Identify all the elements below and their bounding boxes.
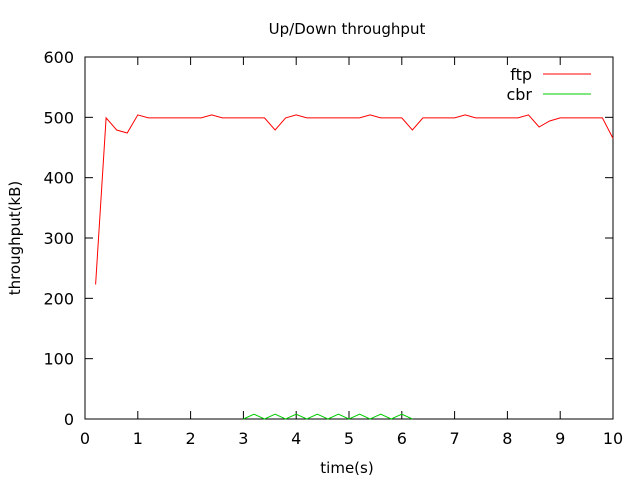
chart-title: Up/Down throughput: [269, 20, 426, 38]
series-line-cbr: [243, 413, 413, 420]
data-series: [95, 114, 614, 420]
x-tick-label: 10: [603, 429, 623, 448]
x-tick-label: 3: [238, 429, 248, 448]
x-tick-label: 5: [344, 429, 354, 448]
y-axis-label: throughput(kB): [6, 181, 24, 296]
y-tick-label: 300: [43, 229, 74, 248]
x-tick-label: 0: [80, 429, 90, 448]
x-tick-label: 6: [397, 429, 407, 448]
y-tick-label: 600: [43, 48, 74, 67]
y-tick-label: 500: [43, 108, 74, 127]
plot-frame: [84, 56, 614, 420]
series-line-ftp: [95, 114, 614, 285]
legend-label-ftp: ftp: [510, 65, 532, 84]
x-tick-label: 1: [133, 429, 143, 448]
legend-label-cbr: cbr: [506, 85, 532, 104]
x-axis-label: time(s): [320, 459, 373, 477]
y-tick-label: 400: [43, 169, 74, 188]
x-tick-label: 9: [555, 429, 565, 448]
x-tick-label: 4: [291, 429, 301, 448]
y-tick-label: 200: [43, 289, 74, 308]
x-tick-label: 7: [450, 429, 460, 448]
x-tick-label: 2: [186, 429, 196, 448]
y-tick-label: 0: [64, 410, 74, 429]
y-tick-label: 100: [43, 350, 74, 369]
x-tick-label: 8: [502, 429, 512, 448]
